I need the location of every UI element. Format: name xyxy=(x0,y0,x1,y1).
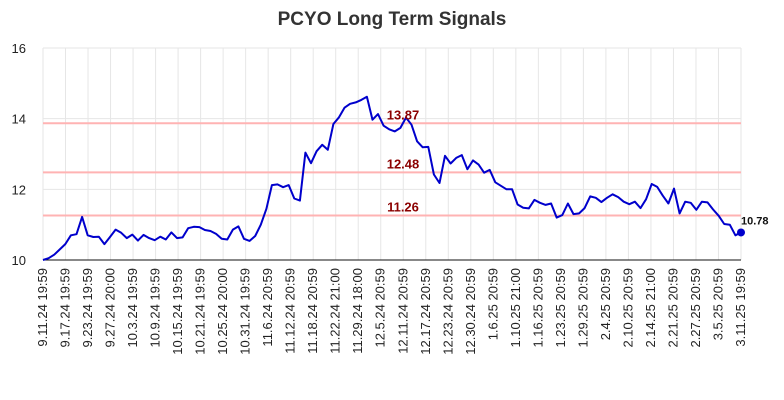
x-tick-label: 9.23.24 19:59 xyxy=(80,268,95,348)
y-tick-label: 10 xyxy=(12,253,26,268)
x-tick-label: 11.12.24 20:59 xyxy=(283,268,298,354)
x-tick-label: 11.6.24 20:59 xyxy=(260,268,275,347)
series xyxy=(42,95,745,261)
signal-level-label: 12.48 xyxy=(387,156,420,171)
x-tick-label: 10.25.24 20:00 xyxy=(215,268,230,355)
x-tick-label: 3.11.25 19:59 xyxy=(733,268,748,347)
x-tick-label: 9.17.24 19:59 xyxy=(58,268,73,348)
x-tick-label: 10.15.24 19:59 xyxy=(170,268,185,355)
last-price-marker xyxy=(737,228,745,237)
last-price-label: 10.78 xyxy=(741,215,769,227)
signal-level-label: 13.87 xyxy=(387,107,420,122)
y-tick-label: 16 xyxy=(12,41,26,56)
x-tick-label: 2.10.25 20:59 xyxy=(620,268,635,348)
chart-title: PCYO Long Term Signals xyxy=(278,9,507,30)
x-tick-label: 12.11.24 20:59 xyxy=(395,268,410,354)
x-tick-label: 9.27.24 20:00 xyxy=(103,268,118,348)
x-tick-label: 9.11.24 19:59 xyxy=(35,268,50,347)
x-tick-label: 12.23.24 20:59 xyxy=(440,268,455,355)
labels: 13.87 12.48 11.26 10.78 xyxy=(387,107,769,227)
x-tick-label: 1.23.25 20:59 xyxy=(553,268,568,348)
signal-level-label: 11.26 xyxy=(387,199,419,214)
signal-levels xyxy=(43,122,741,217)
x-tick-label: 11.18.24 20:59 xyxy=(305,268,320,354)
x-tick-label: 1.10.25 21:00 xyxy=(508,268,523,348)
y-tick-label: 14 xyxy=(12,112,26,127)
x-tick-label: 10.3.24 19:59 xyxy=(125,268,140,348)
x-tick-label: 1.16.25 20:59 xyxy=(530,268,545,348)
x-tick-label: 10.31.24 19:59 xyxy=(238,268,253,355)
grid xyxy=(42,47,742,261)
x-tick-label: 11.22.24 21:00 xyxy=(328,268,343,354)
x-tick-label: 1.29.25 20:59 xyxy=(575,268,590,348)
x-tick-label: 12.30.24 20:59 xyxy=(463,268,478,355)
x-tick-label: 2.14.25 21:00 xyxy=(643,268,658,348)
x-tick-label: 10.21.24 19:59 xyxy=(193,268,208,355)
x-tick-label: 12.5.24 20:59 xyxy=(373,268,388,348)
x-tick-label: 2.4.25 20:59 xyxy=(598,268,613,340)
x-tick-label: 10.9.24 19:59 xyxy=(148,268,163,348)
x-tick-label: 11.29.24 18:00 xyxy=(350,268,365,354)
x-tick-label: 3.5.25 20:59 xyxy=(710,268,725,340)
y-tick-label: 12 xyxy=(12,182,26,197)
x-tick-label: 1.6.25 20:59 xyxy=(485,268,500,340)
axes: 9.11.24 19:59 9.17.24 19:59 9.23.24 19:59 9… xyxy=(12,41,748,355)
price-line xyxy=(42,95,742,261)
x-tick-label: 2.21.25 20:59 xyxy=(665,268,680,348)
x-tick-label: 2.27.25 20:59 xyxy=(688,268,703,348)
x-tick-label: 12.17.24 20:59 xyxy=(418,268,433,355)
